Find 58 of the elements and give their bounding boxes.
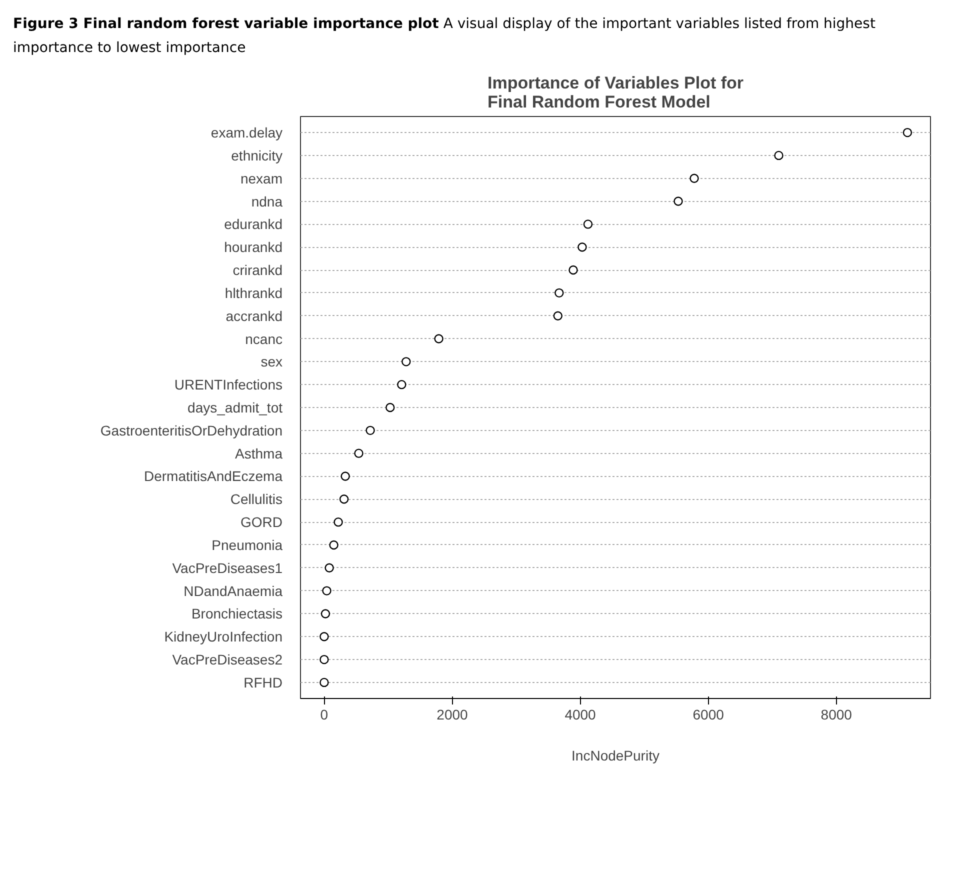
point	[329, 540, 338, 550]
point	[340, 471, 350, 480]
point	[320, 632, 329, 641]
y-tick-label: crirankd	[232, 262, 283, 278]
point	[690, 173, 699, 183]
point	[568, 265, 578, 274]
y-tick-label: Cellulitis	[230, 490, 282, 507]
x-axis-title: IncNodePurity	[572, 747, 660, 764]
y-tick-label: ndna	[251, 192, 283, 209]
y-tick-label: NDandAnaemia	[184, 582, 283, 598]
point	[434, 334, 444, 343]
y-tick-label: DermatitisAndEczema	[144, 468, 283, 484]
point	[397, 380, 406, 389]
point	[583, 219, 593, 228]
point	[322, 586, 332, 595]
point	[354, 448, 364, 458]
x-tick-label: 0	[320, 706, 328, 722]
point	[320, 654, 329, 664]
y-tick-label: Asthma	[235, 444, 283, 461]
point	[674, 196, 683, 206]
point	[339, 494, 349, 504]
y-tick-label: nexam	[240, 170, 283, 186]
y-tick-label: Bronchiectasis	[191, 605, 283, 622]
y-tick-label: URENTInfections	[174, 376, 283, 392]
x-tick-label: 6000	[692, 706, 724, 722]
y-tick-label: GastroenteritisOrDehydration	[100, 422, 283, 438]
point	[334, 517, 343, 526]
y-tick-label: GORD	[240, 514, 282, 530]
point	[774, 150, 784, 160]
y-tick-label: VacPreDiseases1	[172, 559, 283, 576]
y-tick-label: exam.delay	[210, 124, 282, 140]
y-tick-label: days_admit_tot	[188, 399, 283, 416]
y-tick-label: edurankd	[224, 216, 283, 232]
caption: Figure 3 Final random forest variable importance plot	[13, 16, 439, 32]
chart-title: Importance of Variables Plot for Final Random Forest Model	[488, 73, 744, 112]
point	[324, 562, 334, 572]
point	[320, 608, 330, 618]
point	[578, 242, 587, 252]
point	[386, 402, 395, 412]
y-tick-label: ethnicity	[231, 147, 282, 164]
y-tick-label: hourankd	[224, 238, 283, 255]
y-tick-label: KidneyUroInfection	[164, 628, 283, 644]
y-tick-label: RFHD	[244, 674, 283, 690]
point	[554, 288, 564, 298]
y-tick-label: hlthrankd	[224, 284, 282, 301]
x-tick-label: 2000	[436, 706, 468, 722]
point	[553, 310, 562, 320]
y-tick-label: VacPreDiseases2	[172, 651, 283, 668]
point	[366, 425, 375, 435]
point	[902, 128, 912, 137]
y-tick-label: accrankd	[226, 307, 283, 324]
point	[320, 677, 329, 687]
y-tick-label: sex	[260, 353, 283, 370]
x-tick-label: 8000	[820, 706, 852, 722]
x-tick-label: 4000	[564, 706, 596, 722]
point	[402, 356, 411, 366]
y-tick-label: Pneumonia	[212, 536, 283, 553]
y-tick-label: ncanc	[245, 330, 282, 346]
